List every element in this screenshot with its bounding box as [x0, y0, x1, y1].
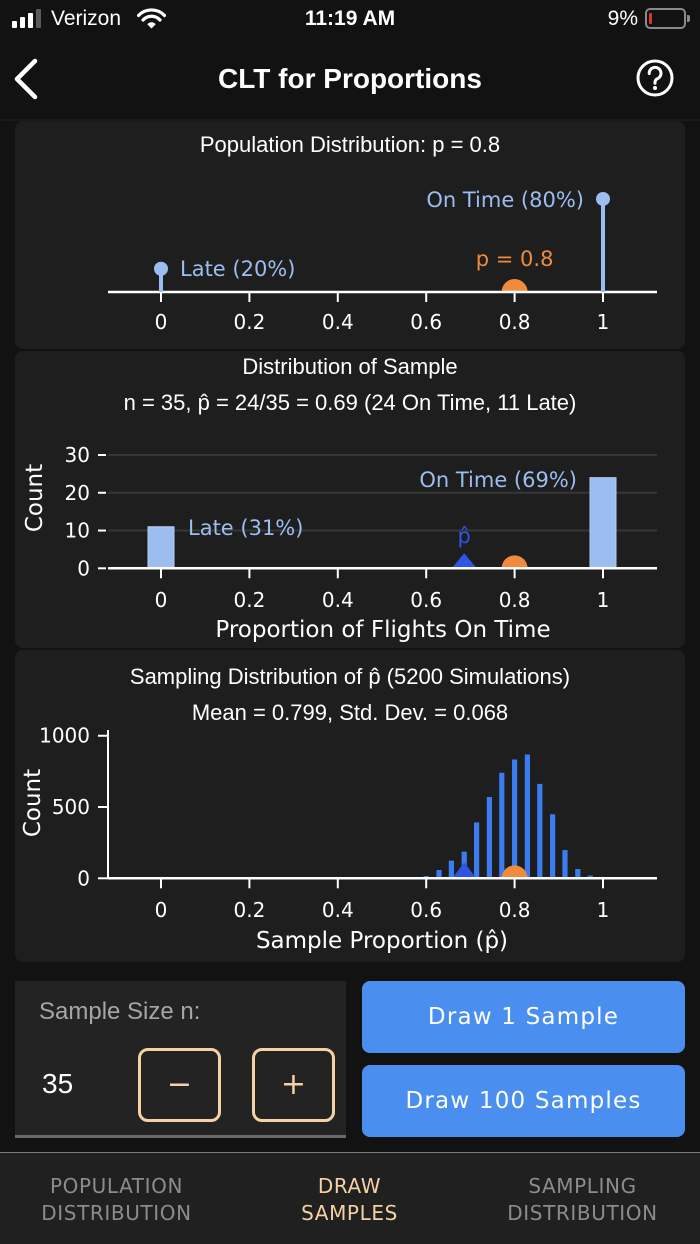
wifi-icon [137, 8, 166, 29]
population-proportion-marker [501, 865, 528, 879]
sampling-distribution-card: Sampling Distribution of p̂ (5200 Simula… [15, 650, 685, 962]
x-tick-label: 0.4 [322, 310, 354, 334]
population-distribution-chart: Population Distribution: p = 0.8 0 0.2 0.4 0… [108, 132, 657, 334]
draw-100-samples-button[interactable]: Draw 100 Samples [362, 1065, 685, 1137]
navigation-bar: CLT for Proportions [0, 40, 700, 119]
x-tick-label: 0.8 [499, 310, 531, 334]
y-tick-label: 1000 [39, 724, 90, 748]
tab-bar: POPULATION DISTRIBUTION DRAW SAMPLES SAM… [0, 1152, 700, 1244]
nav-divider [0, 119, 700, 121]
x-tick-label: 0.2 [233, 898, 265, 922]
battery-low-icon [645, 8, 690, 29]
tab-draw-samples[interactable]: DRAW SAMPLES [233, 1173, 466, 1227]
x-tick-label: 0 [155, 898, 168, 922]
x-tick-label: 0.4 [322, 588, 354, 612]
sample-bar [589, 477, 617, 569]
histogram-bar [524, 754, 531, 879]
y-tick-label: 0 [77, 866, 90, 890]
draw-1-sample-button[interactable]: Draw 1 Sample [362, 981, 685, 1053]
y-tick-label: 0 [77, 556, 90, 580]
sample-distribution-chart: Distribution of Sample n = 35, p̂ = 24/35… [22, 354, 657, 643]
chart-title: Sampling Distribution of p̂ (5200 Simula… [130, 664, 570, 689]
chart-subtitle: Mean = 0.799, Std. Dev. = 0.068 [192, 700, 508, 725]
tab-label-line1: SAMPLING [528, 1174, 637, 1198]
chart-title: Distribution of Sample [242, 354, 457, 379]
back-button[interactable] [10, 56, 50, 102]
histogram-bar [550, 814, 556, 879]
population-proportion-marker [501, 279, 528, 292]
histogram-bar [562, 850, 568, 879]
population-distribution-card: Population Distribution: p = 0.8 0 0.2 0.4 0… [15, 121, 685, 349]
sample-proportion-marker [451, 553, 477, 569]
question-circle-icon [636, 59, 674, 97]
carrier-name: Verizon [51, 7, 122, 30]
x-tick-label: 0 [155, 310, 168, 334]
sample-size-label: Sample Size n: [39, 998, 201, 1025]
sample-bar [147, 526, 175, 569]
x-tick-label: 0.6 [410, 310, 442, 334]
y-tick-label: 10 [65, 519, 90, 543]
x-tick-label: 0.4 [322, 898, 354, 922]
y-axis-title: Count [20, 769, 46, 837]
help-button[interactable] [634, 57, 676, 99]
bar-label-late: Late (20%) [180, 257, 295, 281]
tab-sampling-distribution[interactable]: SAMPLING DISTRIBUTION [466, 1173, 699, 1227]
status-bar: Verizon 11:19 AM 9% [0, 0, 700, 40]
decrement-sample-size-button[interactable]: − [138, 1048, 221, 1122]
histogram-bar [512, 759, 518, 879]
x-axis-title: Proportion of Flights On Time [215, 617, 550, 643]
bar-label-on-time: On Time (69%) [419, 468, 577, 492]
tab-label-line2: DISTRIBUTION [41, 1201, 192, 1225]
cellular-signal-icon [12, 9, 44, 28]
x-tick-label: 1 [597, 310, 610, 334]
histogram-bar [575, 869, 581, 879]
y-tick-label: 500 [52, 795, 90, 819]
tab-label-line1: DRAW [317, 1174, 382, 1198]
histogram-bar [499, 772, 505, 879]
y-axis-title: Count [22, 464, 48, 532]
histogram-bar [473, 822, 480, 879]
sample-distribution-card: Distribution of Sample n = 35, p̂ = 24/35… [15, 351, 685, 648]
status-time: 11:19 AM [304, 7, 396, 30]
x-tick-label: 1 [597, 898, 610, 922]
increment-sample-size-button[interactable]: + [252, 1048, 335, 1122]
histogram-bar [537, 783, 543, 879]
histogram-bar [448, 860, 454, 879]
x-tick-label: 0.8 [499, 898, 531, 922]
sample-proportion-marker [452, 862, 477, 879]
histogram-bar [486, 797, 493, 879]
tab-population-distribution[interactable]: POPULATION DISTRIBUTION [0, 1173, 233, 1227]
x-tick-label: 0 [155, 588, 168, 612]
histogram-bar [587, 875, 593, 879]
sample-size-value: 35 [42, 1068, 74, 1099]
x-tick-label: 0.6 [410, 898, 442, 922]
x-tick-label: 0.2 [233, 310, 265, 334]
x-tick-label: 1 [597, 588, 610, 612]
lollipop-head [154, 261, 168, 276]
histogram-bar [436, 870, 442, 879]
tab-label-line2: SAMPLES [301, 1201, 398, 1225]
lollipop-head [596, 191, 610, 206]
sample-size-panel: Sample Size n: 35 − + [15, 981, 346, 1138]
x-tick-label: 0.8 [499, 588, 531, 612]
sampling-distribution-chart: Sampling Distribution of p̂ (5200 Simula… [20, 664, 657, 954]
y-tick-label: 20 [65, 481, 90, 505]
bar-label-on-time: On Time (80%) [426, 188, 584, 212]
x-axis-title: Sample Proportion (p̂) [256, 928, 508, 954]
x-tick-label: 0.6 [410, 588, 442, 612]
p-marker-label: p = 0.8 [476, 247, 554, 271]
page-title: CLT for Proportions [218, 63, 482, 94]
bar-label-late: Late (31%) [188, 516, 303, 540]
chart-title: Population Distribution: p = 0.8 [200, 132, 500, 157]
chart-subtitle: n = 35, p̂ = 24/35 = 0.69 (24 On Time, 1… [124, 390, 577, 415]
chevron-left-icon [14, 58, 38, 100]
y-tick-label: 30 [65, 443, 90, 467]
battery-percentage: 9% [607, 7, 638, 30]
population-proportion-marker [501, 555, 528, 569]
tab-label-line1: POPULATION [49, 1174, 184, 1198]
tab-label-line2: DISTRIBUTION [507, 1201, 658, 1225]
phat-marker-label: p̂ [458, 524, 471, 548]
x-tick-label: 0.2 [233, 588, 265, 612]
